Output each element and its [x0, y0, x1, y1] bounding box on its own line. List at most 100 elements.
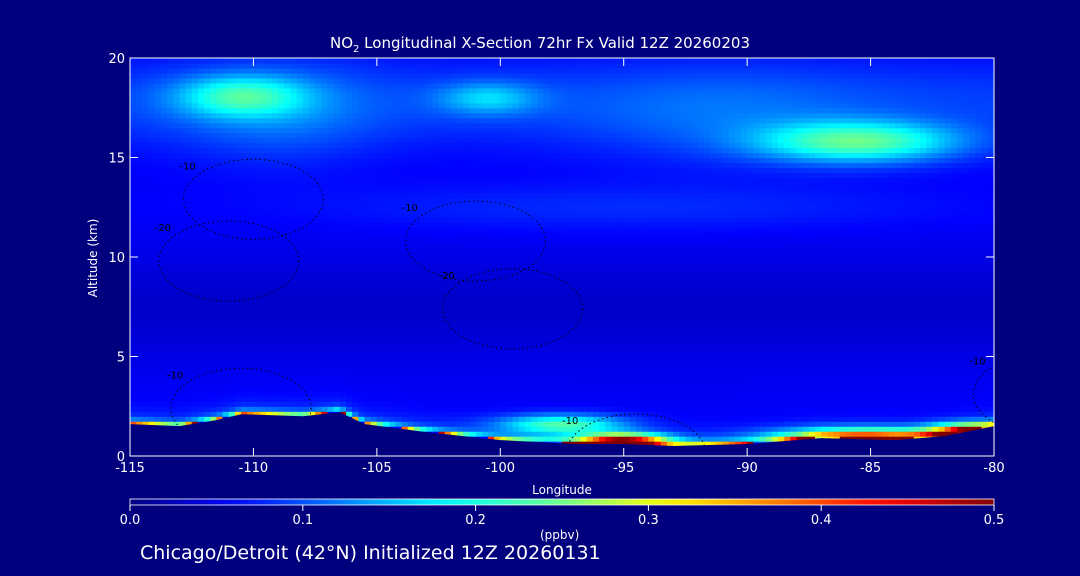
heatmap-cell: [518, 391, 526, 397]
heatmap-cell: [765, 401, 773, 407]
heatmap-cell: [444, 331, 452, 338]
heatmap-cell: [740, 296, 748, 303]
heatmap-cell: [728, 346, 736, 353]
heatmap-cell: [716, 331, 724, 338]
heatmap-cell: [796, 306, 804, 313]
heatmap-cell: [364, 316, 372, 323]
heatmap-cell: [173, 321, 180, 328]
heatmap-cell: [136, 401, 143, 407]
heatmap-cell: [142, 336, 150, 343]
heatmap-cell: [790, 286, 798, 293]
heatmap-cell: [796, 386, 804, 392]
heatmap-cell: [765, 371, 773, 377]
heatmap-cell: [167, 351, 174, 358]
heatmap-cell: [531, 396, 538, 402]
heatmap-cell: [450, 416, 458, 422]
heatmap-cell: [401, 336, 409, 343]
heatmap-cell: [167, 376, 174, 382]
heatmap-cell: [722, 361, 730, 368]
heatmap-cell: [555, 331, 563, 338]
heatmap-cell: [457, 326, 464, 333]
heatmap-cell: [296, 341, 304, 348]
heatmap-cell: [136, 346, 143, 353]
heatmap-cell: [308, 286, 316, 293]
heatmap-cell: [586, 416, 594, 422]
heatmap-cell: [852, 371, 859, 377]
heatmap-cell: [981, 281, 989, 288]
heatmap-cell: [420, 291, 427, 298]
heatmap-cell: [278, 396, 285, 402]
heatmap-cell: [617, 321, 625, 328]
heatmap-cell: [327, 406, 335, 412]
heatmap-cell: [481, 311, 489, 318]
heatmap-cell: [574, 351, 582, 358]
heatmap-cell: [364, 371, 372, 377]
heatmap-cell: [734, 416, 742, 422]
heatmap-cell: [327, 336, 335, 343]
heatmap-cell: [710, 326, 717, 333]
heatmap-cell: [500, 336, 508, 343]
heatmap-cell: [253, 291, 261, 298]
heatmap-cell: [401, 341, 409, 348]
heatmap-cell: [845, 406, 853, 412]
heatmap-cell: [660, 331, 668, 338]
heatmap-cell: [907, 386, 915, 392]
heatmap-cell: [284, 396, 292, 402]
heatmap-cell: [950, 421, 958, 427]
heatmap-cell: [778, 411, 785, 417]
heatmap-cell: [191, 411, 199, 417]
heatmap-cell: [839, 346, 847, 353]
heatmap-cell: [691, 431, 699, 437]
heatmap-cell: [574, 286, 582, 293]
heatmap-cell: [191, 291, 199, 298]
heatmap-cell: [278, 391, 285, 397]
heatmap-cell: [413, 411, 421, 417]
heatmap-cell: [327, 341, 335, 348]
heatmap-cell: [401, 361, 409, 368]
heatmap-cell: [265, 291, 273, 298]
heatmap-cell: [870, 301, 878, 308]
heatmap-cell: [271, 281, 279, 288]
heatmap-cell: [148, 366, 156, 373]
heatmap-cell: [710, 376, 717, 382]
heatmap-cell: [185, 371, 193, 377]
heatmap-cell: [512, 281, 520, 288]
heatmap-cell: [154, 326, 162, 333]
heatmap-cell: [586, 411, 594, 417]
heatmap-cell: [913, 386, 921, 392]
heatmap-cell: [975, 341, 983, 348]
heatmap-cell: [932, 376, 940, 382]
heatmap-cell: [210, 381, 217, 387]
heatmap-cell: [845, 411, 853, 417]
heatmap-cell: [753, 371, 761, 377]
heatmap-cell: [611, 411, 619, 417]
heatmap-cell: [771, 386, 779, 392]
heatmap-cell: [839, 386, 847, 392]
heatmap-cell: [339, 406, 347, 412]
heatmap-cell: [882, 286, 890, 293]
heatmap-cell: [882, 391, 890, 397]
heatmap-cell: [882, 301, 890, 308]
heatmap-cell: [426, 321, 433, 328]
heatmap-cell: [512, 391, 520, 397]
heatmap-cell: [574, 421, 582, 427]
heatmap-cell: [413, 321, 421, 328]
heatmap-cell: [654, 351, 662, 358]
heatmap-cell: [673, 341, 680, 348]
heatmap-cell: [216, 336, 224, 343]
heatmap-cell: [636, 356, 643, 363]
heatmap-cell: [987, 341, 994, 348]
heatmap-cell: [858, 341, 865, 348]
heatmap-cell: [247, 296, 255, 303]
heatmap-cell: [185, 356, 193, 363]
heatmap-cell: [882, 326, 890, 333]
heatmap-cell: [636, 286, 643, 293]
heatmap-cell: [901, 421, 909, 427]
heatmap-cell: [420, 296, 427, 303]
heatmap-cell: [537, 301, 545, 308]
heatmap-cell: [204, 401, 211, 407]
heatmap-cell: [784, 286, 791, 293]
heatmap-cell: [691, 301, 699, 308]
heatmap-cell: [197, 326, 205, 333]
heatmap-cell: [666, 351, 674, 358]
